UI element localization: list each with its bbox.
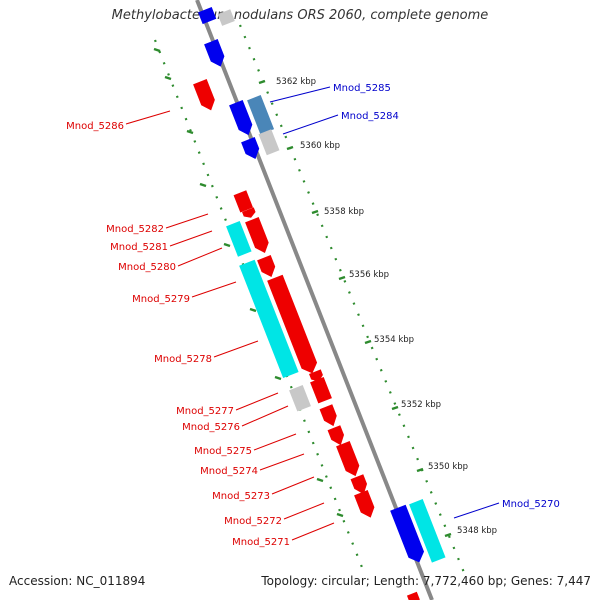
gene-feature-pseudo xyxy=(258,129,280,156)
genome-stats-text: Topology: circular; Length: 7,772,460 bp… xyxy=(261,574,591,588)
label-leader-line xyxy=(177,247,223,267)
label-leader-line xyxy=(259,453,305,471)
ruler-major-tick xyxy=(286,145,294,151)
gene-feature-forward-gene xyxy=(354,490,375,518)
gene-feature-pseudo xyxy=(217,9,235,26)
label-leader-line xyxy=(213,340,259,358)
ruler-major-tick xyxy=(164,75,172,81)
gene-feature-forward-gene xyxy=(319,404,337,427)
gene-label-mnod-5270: Mnod_5270 xyxy=(502,499,560,510)
ruler-major-tick xyxy=(336,512,344,518)
ruler-major-tick xyxy=(186,129,194,135)
scale-label-5352-kbp: 5352 kbp xyxy=(401,400,441,410)
scale-label-5362-kbp: 5362 kbp xyxy=(276,77,316,87)
label-leader-line xyxy=(269,86,331,103)
label-leader-line xyxy=(253,433,297,451)
scale-label-5350-kbp: 5350 kbp xyxy=(428,462,468,472)
gene-label-mnod-5277: Mnod_5277 xyxy=(176,406,234,417)
gene-feature-forward-gene xyxy=(406,591,420,600)
scale-label-5356-kbp: 5356 kbp xyxy=(349,270,389,280)
ruler-major-tick xyxy=(338,275,346,281)
gene-feature-forward-gene xyxy=(267,274,318,374)
gene-feature-forward-gene xyxy=(193,79,215,111)
gene-label-mnod-5275: Mnod_5275 xyxy=(194,446,252,457)
gene-feature-rna xyxy=(239,259,299,379)
gene-label-mnod-5276: Mnod_5276 xyxy=(182,422,240,433)
gene-feature-forward-gene xyxy=(245,217,269,254)
gene-feature-reverse-gene xyxy=(204,39,225,67)
label-leader-line xyxy=(235,392,279,411)
gene-label-mnod-5272: Mnod_5272 xyxy=(224,516,282,527)
ruler-major-tick xyxy=(311,209,319,215)
label-leader-line xyxy=(241,405,289,427)
gene-feature-forward-gene xyxy=(257,255,276,278)
gene-feature-reverse-gene xyxy=(229,100,253,136)
gene-feature-forward-gene xyxy=(327,425,345,446)
scale-label-5358-kbp: 5358 kbp xyxy=(324,207,364,217)
label-leader-line xyxy=(283,502,325,520)
gene-feature-forward-gene xyxy=(336,441,360,477)
gene-label-mnod-5278: Mnod_5278 xyxy=(154,354,212,365)
ruler-major-tick xyxy=(316,477,324,483)
gene-feature-pseudo xyxy=(289,385,311,412)
ruler-major-tick xyxy=(223,242,231,248)
label-leader-line xyxy=(191,281,237,298)
accession-text: Accession: NC_011894 xyxy=(9,574,146,588)
gene-feature-forward-gene xyxy=(310,377,332,404)
gene-label-mnod-5285: Mnod_5285 xyxy=(333,83,391,94)
gene-label-mnod-5271: Mnod_5271 xyxy=(232,537,290,548)
ruler-major-tick xyxy=(364,339,372,345)
label-leader-line xyxy=(282,114,339,135)
gene-feature-reverse-gene xyxy=(198,7,217,25)
gene-feature-forward-gene xyxy=(242,207,256,218)
gene-feature-forward-gene xyxy=(233,190,254,213)
ruler-major-tick xyxy=(391,405,399,411)
gene-feature-reverse-gene xyxy=(390,504,425,563)
ruler-major-tick xyxy=(274,375,282,381)
ruler-major-tick xyxy=(416,467,424,473)
gene-label-mnod-5281: Mnod_5281 xyxy=(110,242,168,253)
label-leader-line xyxy=(165,213,209,229)
gene-label-mnod-5284: Mnod_5284 xyxy=(341,111,399,122)
right-ruler-line xyxy=(238,24,467,576)
ruler-major-tick xyxy=(258,79,266,85)
label-leader-line xyxy=(271,476,315,495)
gene-label-mnod-5286: Mnod_5286 xyxy=(66,121,124,132)
scale-label-5348-kbp: 5348 kbp xyxy=(457,526,497,536)
gene-feature-rna xyxy=(226,221,252,257)
gene-label-mnod-5279: Mnod_5279 xyxy=(132,294,190,305)
label-leader-line xyxy=(291,522,335,541)
gene-label-mnod-5273: Mnod_5273 xyxy=(212,491,270,502)
gene-feature-reverse-gene xyxy=(241,137,260,160)
gene-label-mnod-5274: Mnod_5274 xyxy=(200,466,258,477)
genome-backbone xyxy=(195,0,434,600)
gene-feature-forward-gene xyxy=(350,474,368,495)
scale-label-5360-kbp: 5360 kbp xyxy=(300,141,340,151)
label-leader-line xyxy=(169,230,213,247)
gene-feature-rna xyxy=(409,499,446,563)
ruler-major-tick xyxy=(153,47,161,53)
gene-label-mnod-5282: Mnod_5282 xyxy=(106,224,164,235)
gene-label-mnod-5280: Mnod_5280 xyxy=(118,262,176,273)
scale-label-5354-kbp: 5354 kbp xyxy=(374,335,414,345)
gene-feature-highlight xyxy=(247,95,275,135)
label-leader-line xyxy=(125,110,171,125)
gene-feature-forward-gene xyxy=(309,369,323,382)
ruler-major-tick xyxy=(199,182,207,188)
ruler-major-tick xyxy=(249,307,257,313)
ruler-major-tick xyxy=(444,532,452,538)
label-leader-line xyxy=(453,502,500,519)
